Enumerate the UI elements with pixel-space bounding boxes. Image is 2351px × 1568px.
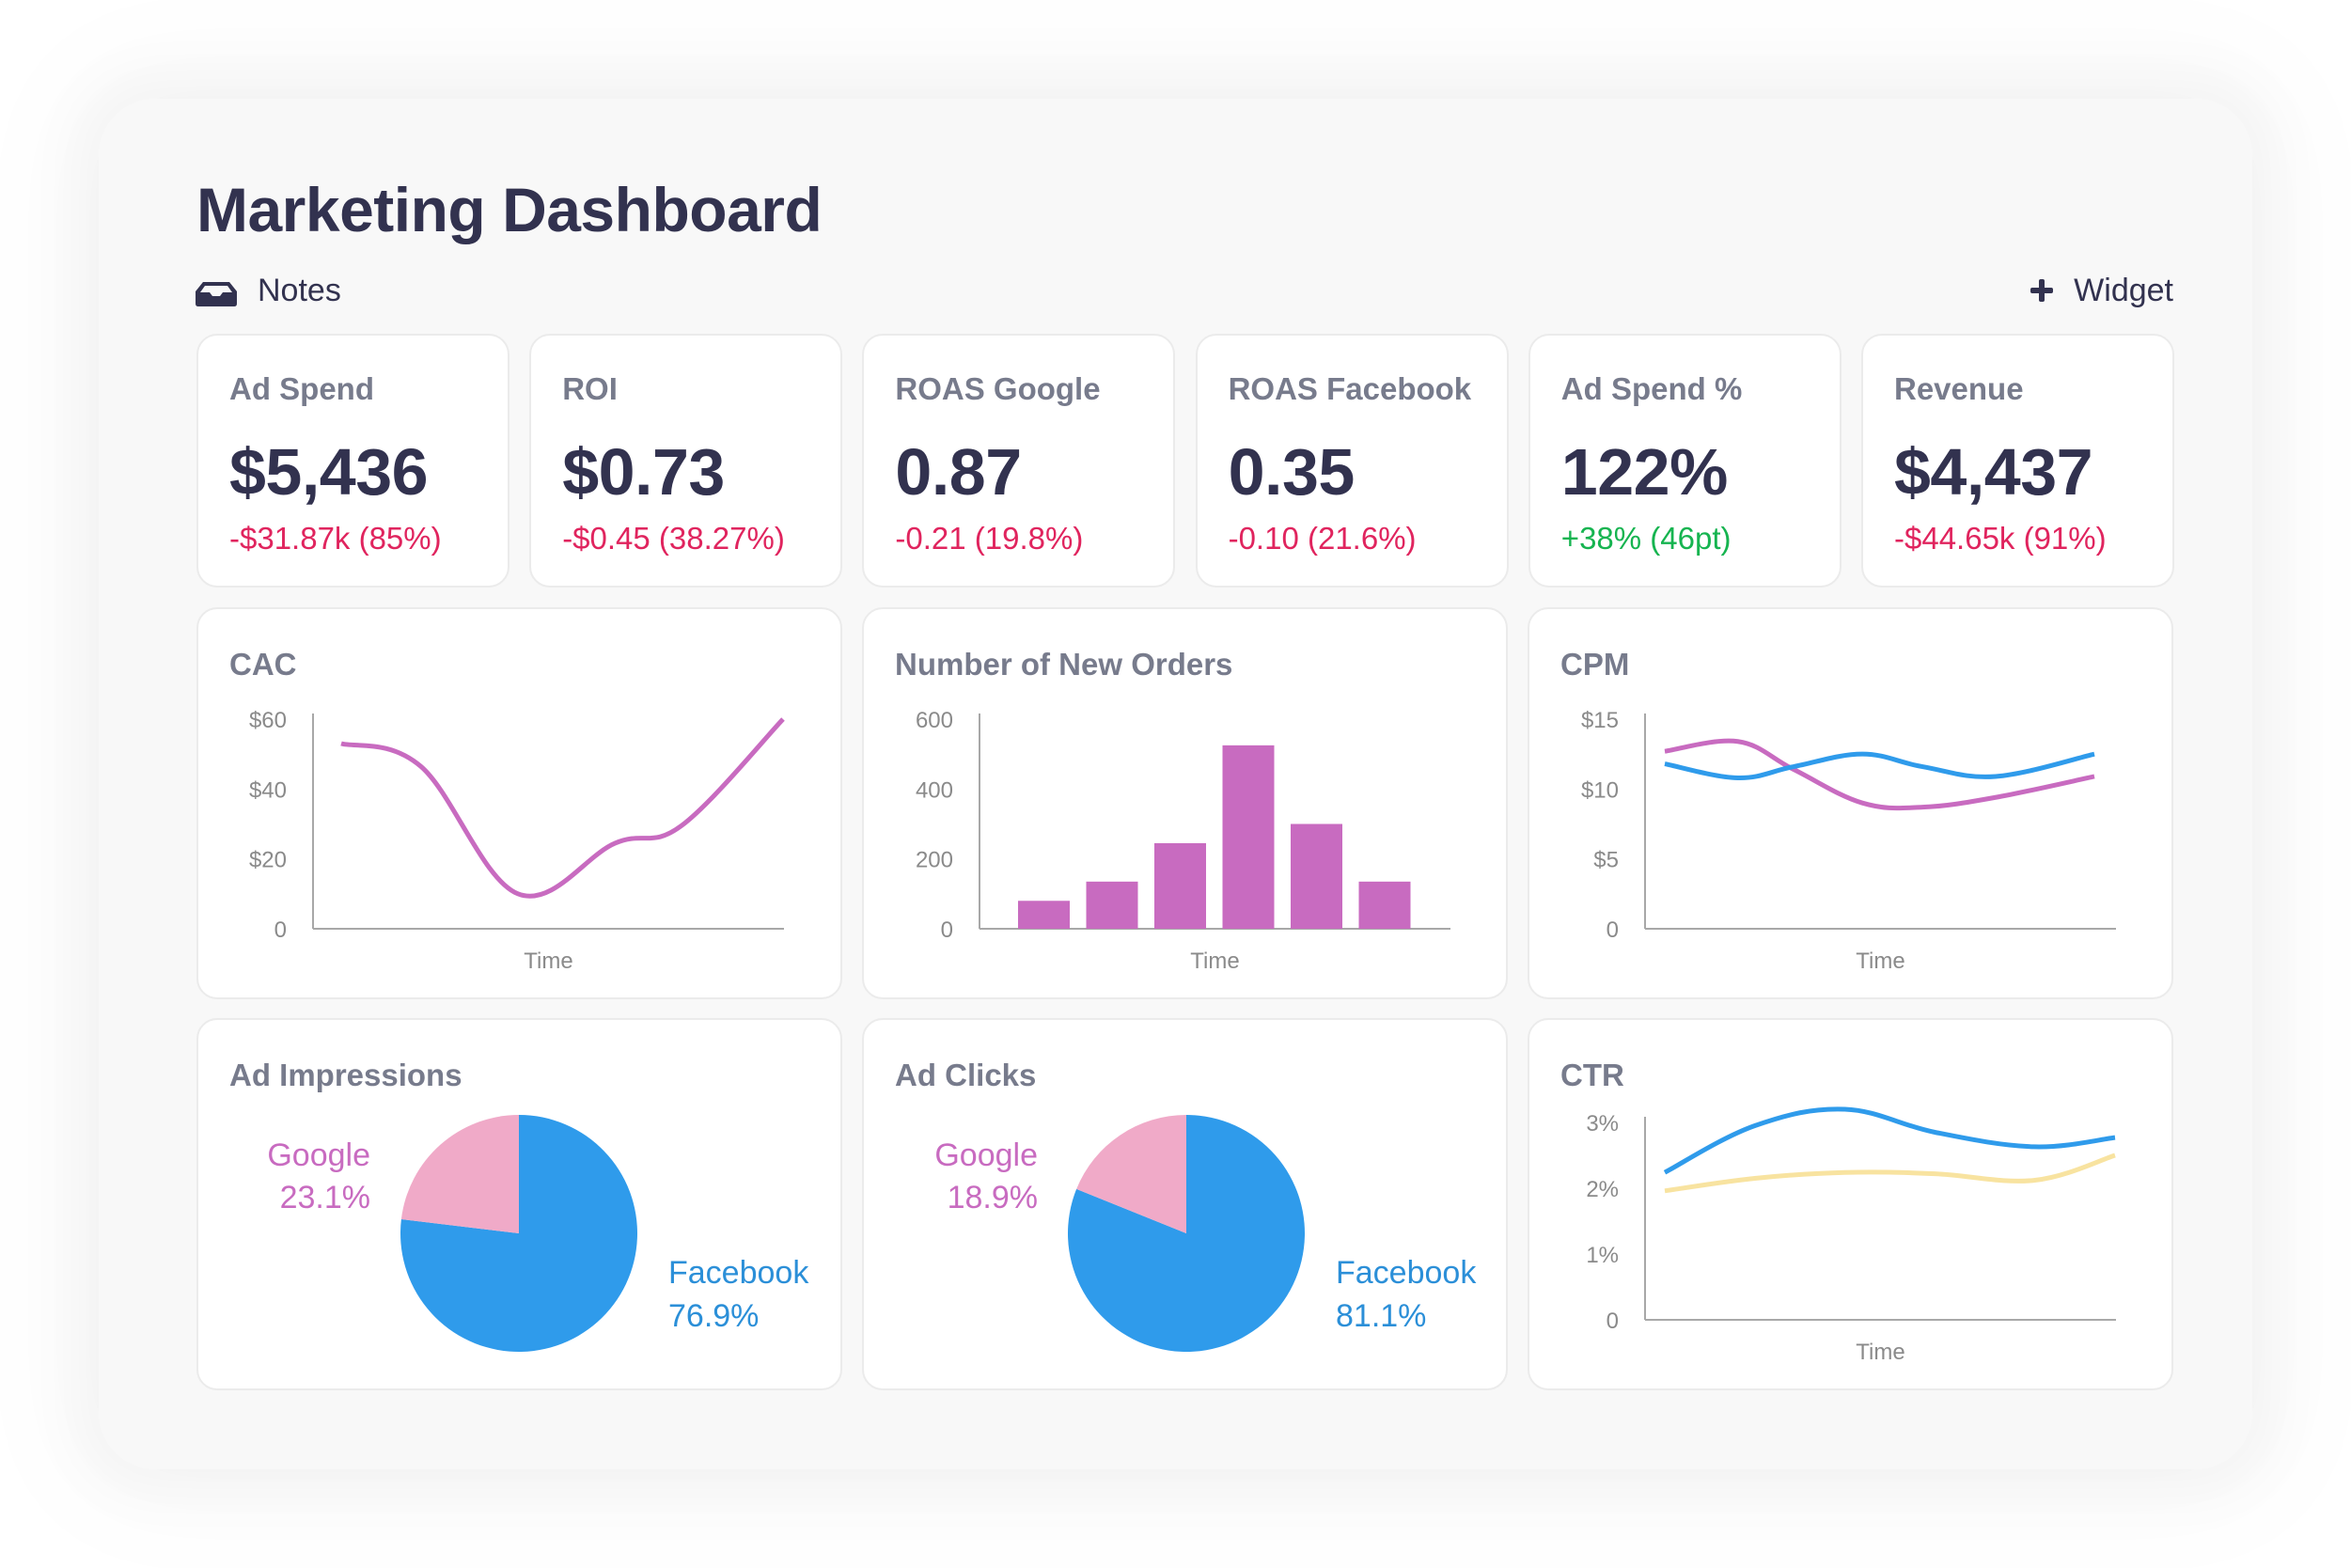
add-widget-button[interactable]: Widget — [2030, 272, 2173, 309]
notes-label: Notes — [258, 272, 341, 308]
impressions-slice-google — [400, 1115, 519, 1233]
cac-x-axis-label: Time — [524, 949, 572, 974]
inbox-tray-icon — [196, 278, 237, 306]
cac-series-line-1 — [340, 717, 785, 899]
cpm-y-tick-label: 0 — [1607, 917, 1619, 943]
kpi-delta: +38% (46pt) — [1560, 521, 1732, 556]
kpi-label: ROAS Facebook — [1228, 371, 1472, 406]
clicks-google-label: Google — [934, 1137, 1038, 1173]
cpm-title: CPM — [1560, 647, 1630, 682]
cpm-series-line-1 — [1664, 738, 2095, 811]
kpi-value: 122% — [1560, 435, 1729, 509]
kpi-delta: -$44.65k (91%) — [1894, 521, 2107, 556]
cac-card: CAC — [196, 607, 842, 999]
cpm-y-tick-label: $15 — [1581, 708, 1619, 733]
clicks-google-value: 18.9% — [948, 1180, 1038, 1215]
cac-y-tick-label: $40 — [249, 777, 287, 803]
ctr-series-line-1 — [1663, 1106, 2116, 1175]
kpi-card: ROAS Facebook 0.35 -0.10 (21.6%) — [1195, 334, 1509, 588]
clicks-facebook-value: 81.1% — [1336, 1298, 1426, 1334]
ad-impressions-title: Ad Impressions — [229, 1058, 462, 1092]
kpi-card: Ad Spend % 122% +38% (46pt) — [1528, 334, 1842, 588]
kpi-label: Revenue — [1894, 371, 2024, 406]
orders-bar — [1018, 901, 1070, 929]
kpi-value: 0.87 — [895, 435, 1022, 509]
cpm-y-tick-label: $10 — [1581, 777, 1619, 803]
ctr-y-tick-label: 2% — [1586, 1177, 1619, 1202]
plus-icon — [2030, 279, 2054, 302]
kpi-label: ROI — [562, 371, 618, 406]
kpi-value: 0.35 — [1228, 435, 1356, 509]
orders-x-axis-label: Time — [1190, 949, 1239, 974]
orders-bar — [1086, 881, 1138, 929]
kpi-delta: -$31.87k (85%) — [229, 521, 442, 556]
orders-bar — [1358, 881, 1411, 929]
ctr-series-line-2 — [1664, 1152, 2116, 1194]
orders-bar — [1222, 745, 1275, 929]
ctr-title: CTR — [1560, 1058, 1624, 1092]
ctr-y-tick-label: 0 — [1607, 1309, 1619, 1334]
ctr-card: CTR — [1528, 1018, 2173, 1390]
kpi-value: $4,437 — [1894, 435, 2093, 509]
ad-clicks-title: Ad Clicks — [895, 1058, 1037, 1092]
cpm-y-tick-label: $5 — [1593, 848, 1619, 873]
clicks-facebook-label: Facebook — [1336, 1255, 1477, 1291]
kpi-card: ROI $0.73 -$0.45 (38.27%) — [529, 334, 843, 588]
new-orders-title: Number of New Orders — [895, 647, 1233, 682]
widget-label: Widget — [2074, 272, 2173, 308]
ctr-y-tick-label: 1% — [1586, 1243, 1619, 1268]
impressions-google-label: Google — [267, 1137, 370, 1173]
kpi-card: ROAS Google 0.87 -0.21 (19.8%) — [862, 334, 1176, 588]
cac-title: CAC — [229, 647, 297, 682]
kpi-label: ROAS Google — [895, 371, 1101, 406]
orders-y-tick-label: 400 — [916, 777, 953, 803]
cpm-card: CPM — [1528, 607, 2173, 999]
kpi-delta: -0.10 (21.6%) — [1228, 521, 1417, 556]
cac-y-tick-label: $20 — [249, 848, 287, 873]
new-orders-card: Number of New Orders — [862, 607, 1508, 999]
orders-y-tick-label: 200 — [916, 848, 953, 873]
orders-bar — [1154, 842, 1206, 929]
cac-y-tick-label: $60 — [249, 708, 287, 733]
kpi-card: Revenue $4,437 -$44.65k (91%) — [1861, 334, 2174, 588]
orders-y-tick-label: 0 — [941, 917, 953, 943]
impressions-google-value: 23.1% — [280, 1180, 370, 1215]
kpi-card: Ad Spend $5,436 -$31.87k (85%) — [196, 334, 509, 588]
cpm-x-axis-label: Time — [1856, 949, 1904, 974]
cac-y-tick-label: 0 — [274, 917, 287, 943]
ctr-y-tick-label: 3% — [1586, 1111, 1619, 1137]
clicks-slice-google — [1076, 1115, 1186, 1233]
impressions-facebook-label: Facebook — [668, 1255, 809, 1291]
orders-y-tick-label: 600 — [916, 708, 953, 733]
kpi-label: Ad Spend — [229, 371, 374, 406]
page-title: Marketing Dashboard — [196, 175, 823, 244]
kpi-delta: -$0.45 (38.27%) — [562, 521, 785, 556]
impressions-slice-facebook — [400, 1115, 638, 1352]
kpi-value: $5,436 — [229, 435, 429, 509]
ctr-x-axis-label: Time — [1856, 1340, 1904, 1365]
kpi-label: Ad Spend % — [1560, 371, 1743, 406]
kpi-value: $0.73 — [562, 435, 725, 509]
kpi-delta: -0.21 (19.8%) — [895, 521, 1084, 556]
impressions-facebook-value: 76.9% — [668, 1298, 759, 1334]
orders-bar — [1291, 823, 1342, 929]
cpm-series-line-2 — [1664, 751, 2095, 780]
notes-button[interactable]: Notes — [196, 272, 341, 309]
